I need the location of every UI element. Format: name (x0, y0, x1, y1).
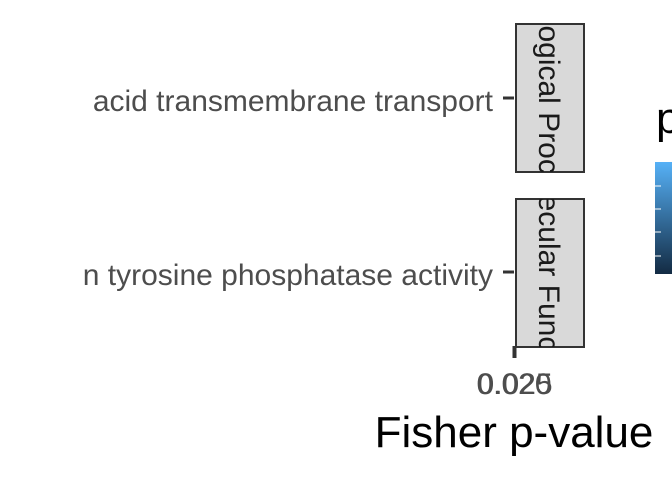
facet-strip-1: Biological Process (515, 0, 585, 221)
facet-strip-2: Molecular Function (515, 146, 585, 399)
facet-strip-2-label: Molecular Function (532, 146, 565, 399)
legend-title: p (656, 94, 672, 143)
legend: p (655, 94, 672, 274)
facet-strip-1-label: Biological Process (532, 0, 565, 221)
y-tick-label-2: n tyrosine phosphatase activity (83, 259, 493, 292)
y-tick-label-1: acid transmembrane transport (93, 85, 494, 118)
facet-strip-1-box (515, 23, 585, 173)
facet-strip-2-box (515, 198, 585, 348)
x-axis-title: Fisher p-value (375, 408, 654, 457)
x-tick-label-2: 0.025 (477, 368, 552, 401)
legend-colorbar (655, 162, 672, 274)
x-tick-label-1: 0.020 (476, 368, 551, 401)
